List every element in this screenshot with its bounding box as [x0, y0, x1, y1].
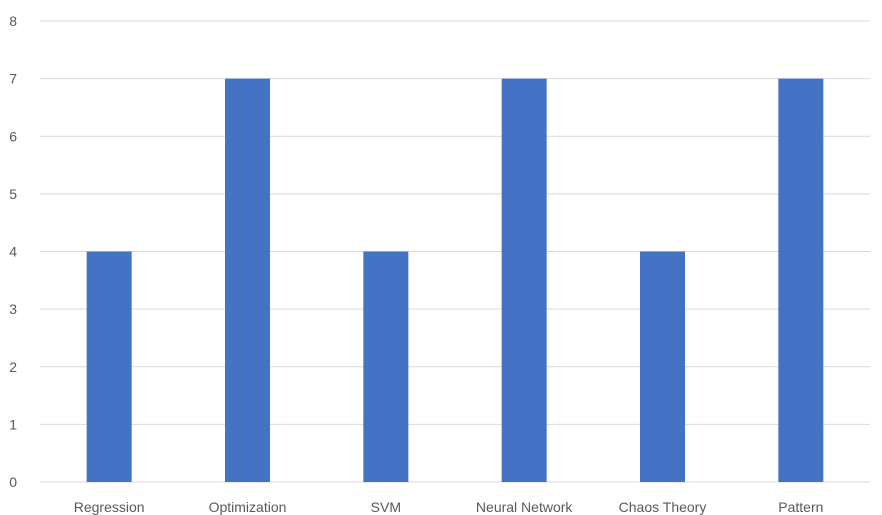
y-tick-label-8: 8	[9, 13, 17, 29]
y-tick-label-6: 6	[9, 128, 17, 144]
y-tick-label-3: 3	[9, 301, 17, 317]
bar-svm	[363, 251, 409, 482]
y-tick-label-7: 7	[9, 71, 17, 87]
x-category-label-neural-network: Neural Network	[476, 499, 573, 515]
x-category-label-svm: SVM	[371, 499, 401, 515]
y-tick-label-5: 5	[9, 186, 17, 202]
bar-chaos-theory	[640, 251, 685, 482]
bar-regression	[86, 251, 132, 482]
y-tick-label-0: 0	[9, 474, 17, 490]
y-tick-label-1: 1	[9, 416, 17, 432]
bar-optimization	[225, 78, 270, 482]
x-axis-category-labels: Regression Optimization SVM Neural Network C…	[74, 499, 824, 515]
y-tick-label-4: 4	[9, 244, 17, 260]
bar-neural-network	[501, 78, 547, 482]
bar-pattern	[778, 78, 824, 482]
gridlines	[40, 20, 870, 483]
bars	[86, 78, 824, 482]
x-category-label-chaos-theory: Chaos Theory	[619, 499, 707, 515]
x-category-label-regression: Regression	[74, 499, 145, 515]
x-category-label-pattern: Pattern	[778, 499, 823, 515]
y-tick-label-2: 2	[9, 359, 17, 375]
x-category-label-optimization: Optimization	[209, 499, 287, 515]
y-axis-tick-labels: 0 1 2 3 4 5 6 7 8	[9, 13, 17, 490]
